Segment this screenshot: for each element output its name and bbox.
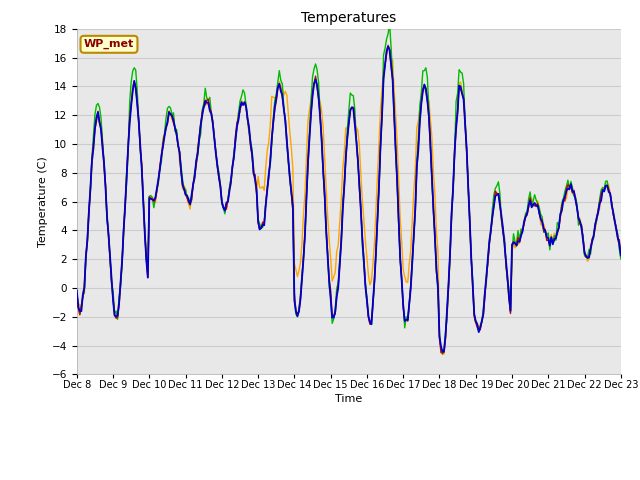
Title: Temperatures: Temperatures — [301, 11, 396, 25]
Legend: CR1000 panelT, HMP, NR01 PRT, AM25T PRT: CR1000 panelT, HMP, NR01 PRT, AM25T PRT — [163, 477, 535, 480]
X-axis label: Time: Time — [335, 394, 362, 404]
Text: WP_met: WP_met — [84, 39, 134, 49]
Y-axis label: Temperature (C): Temperature (C) — [38, 156, 47, 247]
